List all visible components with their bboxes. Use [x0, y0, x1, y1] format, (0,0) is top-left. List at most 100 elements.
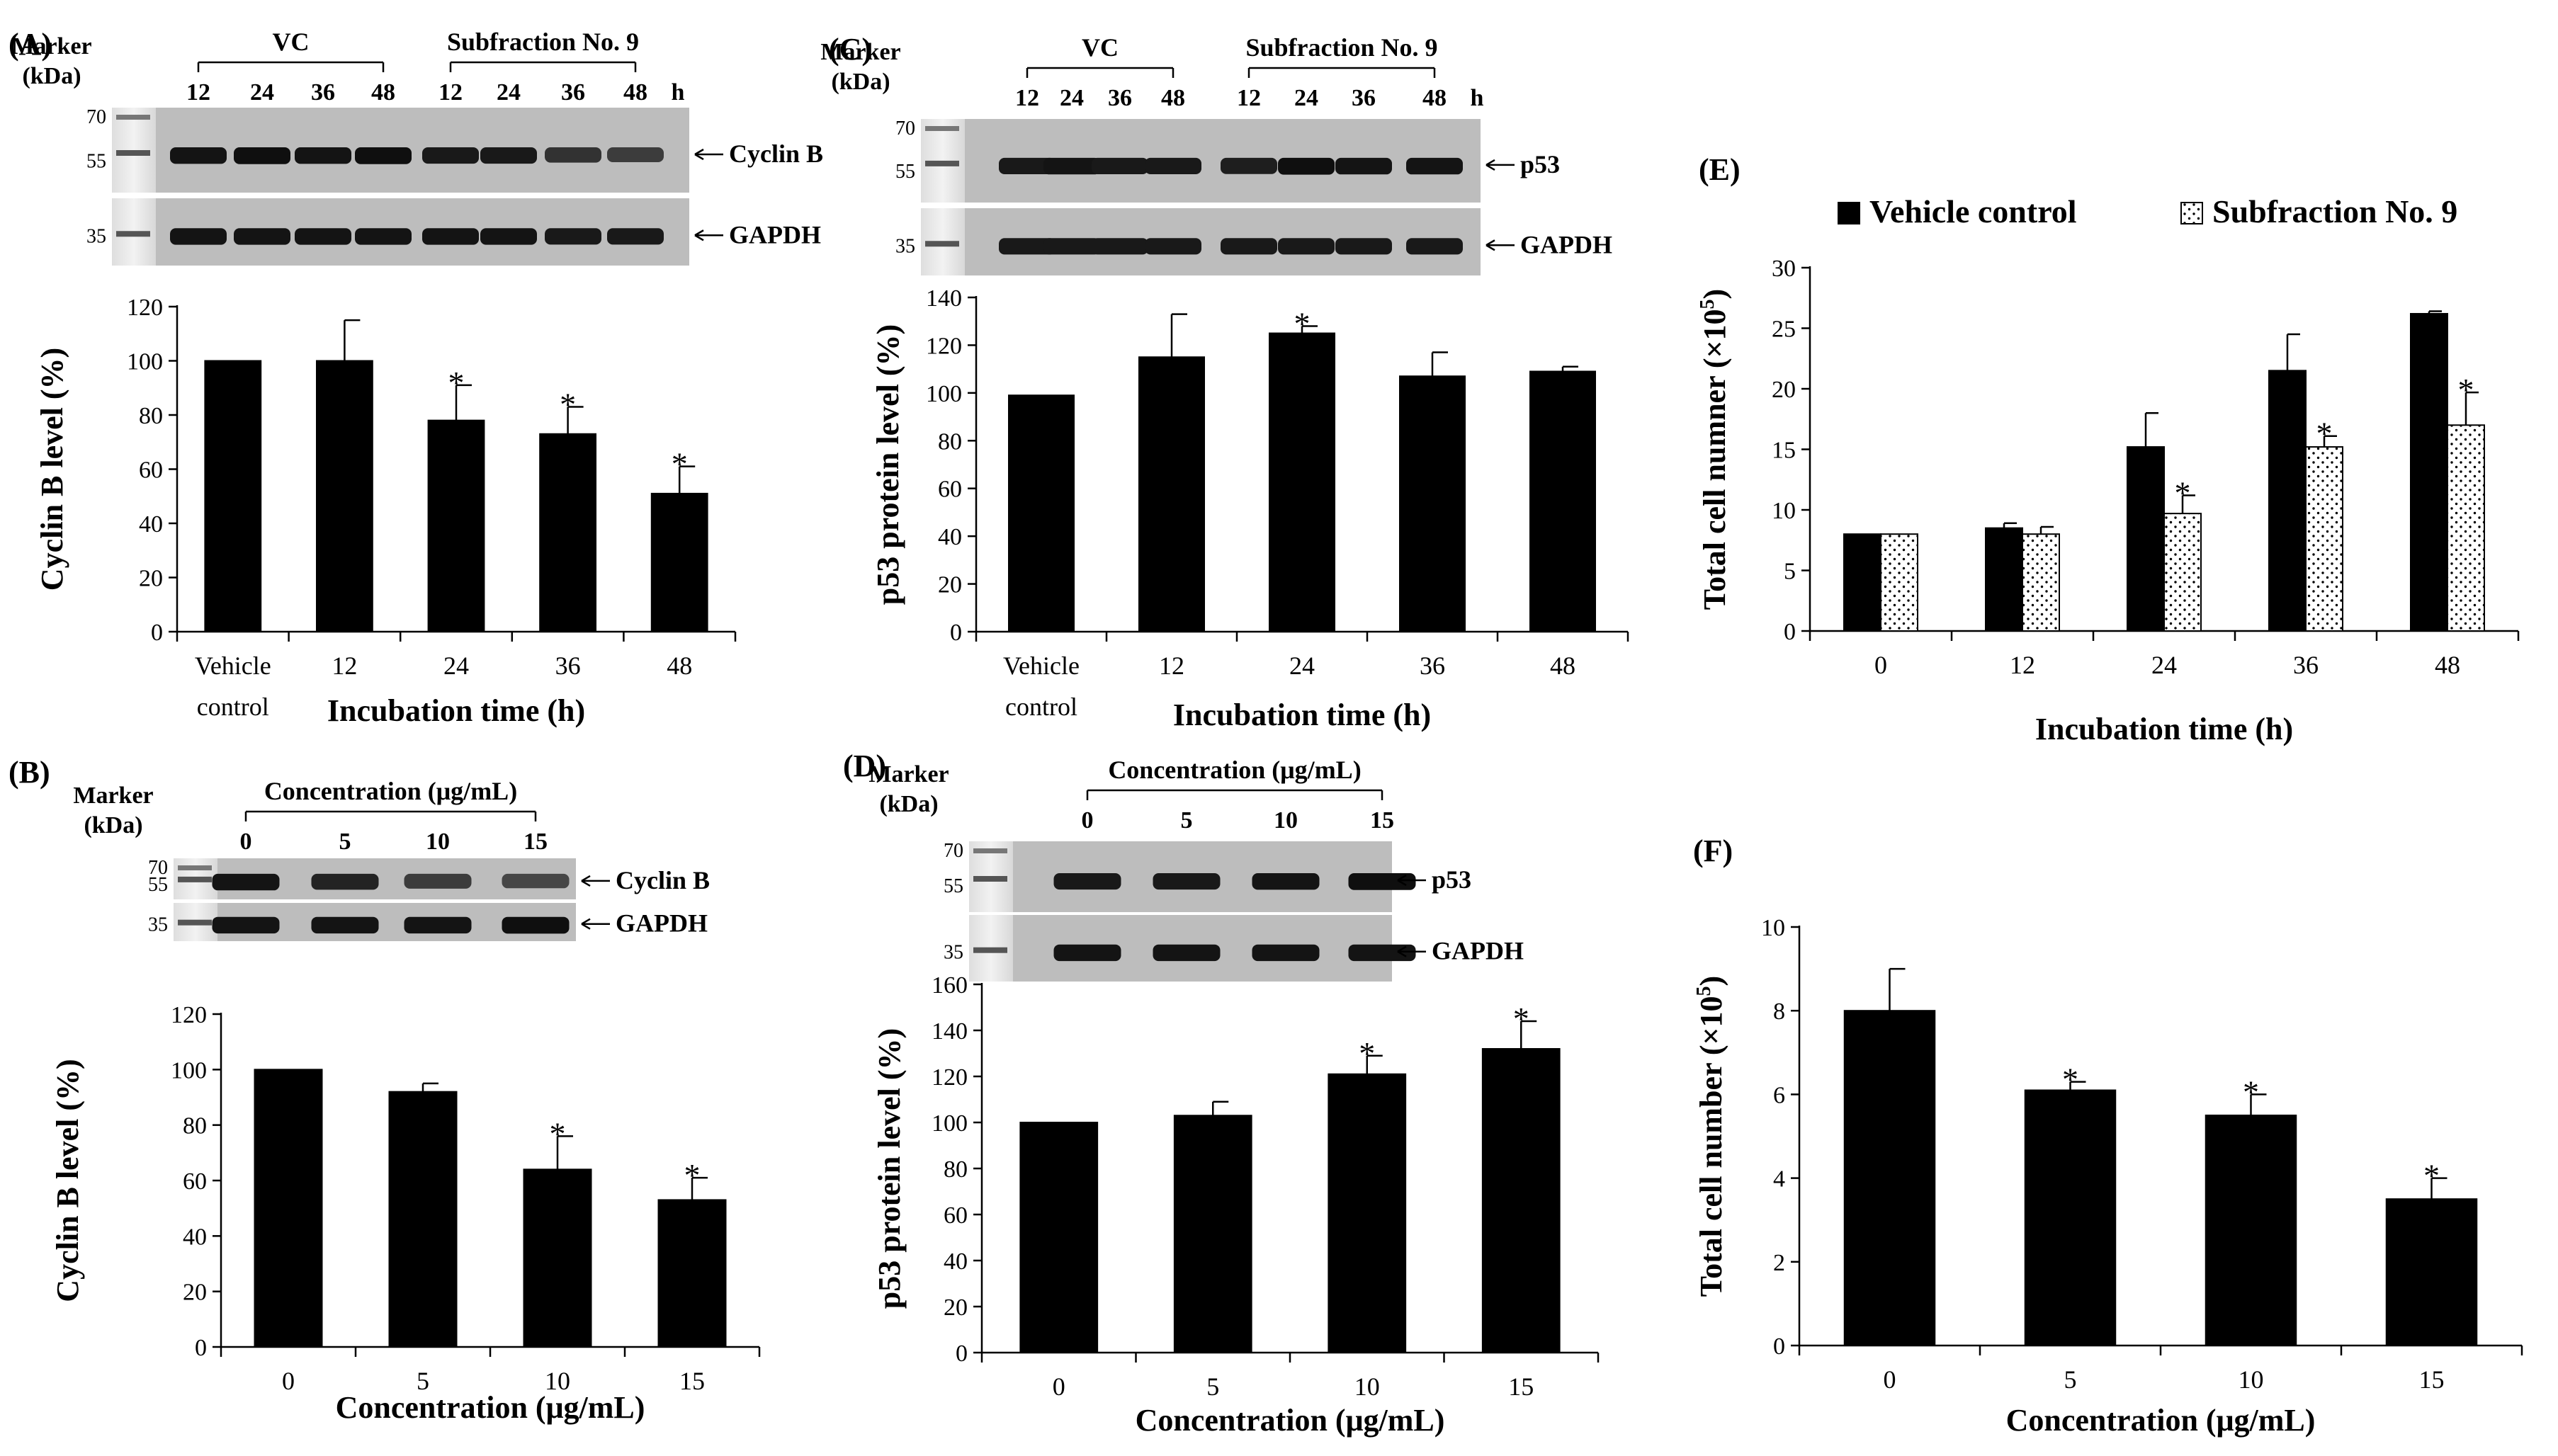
y-axis-label-close: )	[1694, 976, 1728, 986]
blot-band	[311, 916, 379, 934]
blot-band	[1145, 238, 1201, 255]
y-tick-label: 30	[1772, 256, 1796, 282]
bar	[1328, 1073, 1407, 1353]
x-tick-label: 15	[679, 1367, 705, 1395]
blot-band	[234, 228, 290, 245]
blot-band	[404, 873, 472, 889]
lane-label: 12	[1237, 85, 1261, 111]
blot-band	[545, 147, 601, 163]
blot-band	[355, 228, 412, 245]
legend-swatch	[1838, 202, 1860, 224]
blot-band	[295, 147, 351, 164]
y-tick-label: 120	[926, 333, 962, 359]
significance-star: *	[2316, 416, 2333, 452]
blot-band	[999, 238, 1056, 255]
lane-label: 24	[497, 79, 521, 106]
y-tick-label: 80	[183, 1113, 207, 1139]
x-tick-label: 5	[1206, 1372, 1219, 1401]
y-tick-label: 100	[926, 381, 962, 407]
bar	[2410, 312, 2448, 632]
y-tick-label: 10	[1772, 498, 1796, 524]
lane-unit: h	[1471, 85, 1484, 111]
x-tick-label: 48	[1550, 652, 1575, 680]
ladder-band	[973, 947, 1007, 953]
x-tick-label: control	[197, 693, 269, 721]
y-axis-label-text: p53 protein level (%)	[871, 324, 905, 605]
y-axis-label-text: Cyclin B level (%)	[50, 1059, 85, 1302]
y-tick-label: 100	[932, 1110, 968, 1137]
bar	[2024, 1089, 2117, 1346]
y-tick-label: 25	[1772, 317, 1796, 343]
x-tick-label: 5	[417, 1367, 429, 1395]
bar	[2268, 370, 2307, 632]
blot-band	[355, 147, 412, 164]
y-tick-label: 2	[1773, 1250, 1785, 1276]
band-arrowhead	[1485, 159, 1495, 171]
lane-group-label: Subfraction No. 9	[1245, 33, 1437, 62]
lane-label: 36	[1108, 85, 1132, 111]
ladder-band	[973, 876, 1007, 882]
bar	[1399, 375, 1466, 632]
bar	[1529, 370, 1596, 632]
blot-band	[1221, 238, 1277, 255]
y-tick-label: 140	[932, 1018, 968, 1045]
band-arrowhead	[694, 229, 704, 241]
band-label: p53	[1432, 865, 1471, 894]
x-tick-label: 10	[1354, 1372, 1380, 1401]
panel-4: (E) 0 5 10 15 20 25 30 0 12 24 36 48 * * * Incubation ti…	[1697, 152, 2520, 746]
bar	[650, 492, 708, 632]
y-axis-label: Total cell numner (×105)	[1697, 289, 1732, 610]
significance-star: *	[560, 387, 576, 423]
significance-star: *	[448, 365, 465, 401]
y-tick-label: 80	[139, 403, 163, 429]
x-tick-label: 48	[667, 652, 692, 680]
x-tick-label: 24	[2151, 651, 2177, 679]
blot-band	[1406, 157, 1463, 175]
lane-label: 12	[438, 79, 463, 106]
panel-0: (A)Marker (kDa) VC 12 24 36 48 Subfraction No. …	[9, 27, 823, 728]
band-label: GAPDH	[1520, 230, 1612, 258]
y-axis-label-superscript: 5	[1697, 299, 1719, 309]
lane-label: 10	[426, 829, 450, 855]
blot-band	[1335, 238, 1392, 255]
blot-band	[1348, 873, 1416, 890]
x-tick-label: 0	[1053, 1372, 1065, 1401]
x-tick-label: 15	[2419, 1365, 2445, 1394]
lane-label: 0	[240, 829, 252, 855]
significance-star: *	[684, 1157, 701, 1193]
bar	[427, 419, 485, 633]
blot-band	[311, 873, 379, 890]
x-tick-label: 0	[282, 1367, 295, 1395]
blot-band	[502, 873, 570, 889]
x-tick-label: 15	[1508, 1372, 1534, 1401]
blot-band	[1406, 238, 1463, 255]
panel-2: (C)Marker (kDa) VC 12 24 36 48 Subfraction No. …	[820, 32, 1629, 732]
y-tick-label: 60	[944, 1202, 968, 1229]
bar	[2447, 424, 2485, 632]
y-tick-label: 4	[1773, 1166, 1785, 1193]
bar	[2163, 513, 2202, 632]
y-tick-label: 80	[938, 428, 962, 455]
panel-label: (D)	[843, 749, 886, 783]
bar	[1173, 1115, 1252, 1353]
blot-band	[212, 916, 280, 934]
blot-band	[1153, 944, 1221, 962]
x-axis-label: Concentration (μg/mL)	[1136, 1403, 1445, 1438]
blot-band	[422, 147, 479, 164]
y-axis-label: Total cell number (×105)	[1693, 976, 1728, 1297]
bar	[2305, 446, 2343, 632]
bar	[1985, 527, 2023, 632]
y-tick-label: 40	[139, 511, 163, 538]
y-axis-label-superscript: 5	[1693, 986, 1715, 996]
bar	[523, 1168, 592, 1348]
bar	[1138, 356, 1205, 632]
y-tick-label: 60	[938, 477, 962, 503]
band-label: GAPDH	[616, 909, 708, 938]
y-axis-label-text: Cyclin B level (%)	[35, 348, 69, 591]
y-tick-label: 0	[950, 620, 962, 646]
ladder-band	[178, 865, 212, 870]
significance-star: *	[2458, 372, 2474, 408]
y-tick-label: 10	[1761, 915, 1785, 941]
lane-label: 5	[339, 829, 351, 855]
